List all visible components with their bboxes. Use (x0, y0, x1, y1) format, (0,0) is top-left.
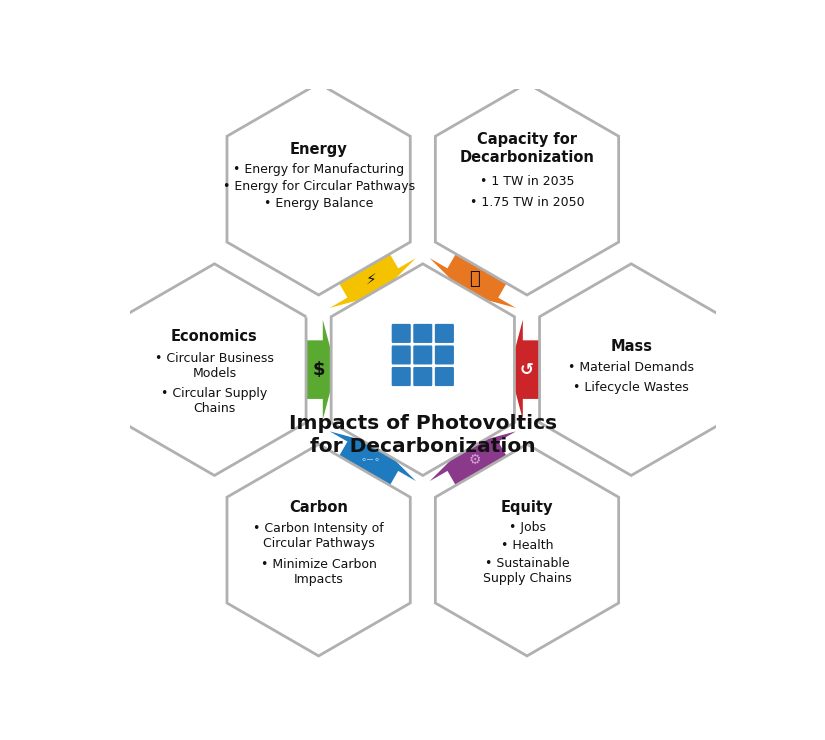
Polygon shape (436, 444, 619, 656)
Polygon shape (227, 84, 410, 295)
FancyBboxPatch shape (412, 323, 433, 344)
Text: Impacts of Photovoltics
for Decarbonization: Impacts of Photovoltics for Decarbonizat… (289, 414, 557, 456)
Text: • Health: • Health (501, 539, 554, 552)
Text: • Minimize Carbon
Impacts: • Minimize Carbon Impacts (261, 558, 376, 586)
FancyBboxPatch shape (412, 344, 433, 366)
FancyBboxPatch shape (434, 323, 455, 344)
Text: • Energy for Circular Pathways: • Energy for Circular Pathways (223, 181, 415, 193)
Text: Carbon: Carbon (290, 500, 348, 514)
FancyBboxPatch shape (391, 323, 412, 344)
Text: Energy: Energy (290, 142, 347, 157)
Text: $: $ (313, 360, 325, 379)
Text: • Material Demands: • Material Demands (568, 361, 694, 374)
Text: • 1.75 TW in 2050: • 1.75 TW in 2050 (469, 195, 584, 209)
Text: • Jobs: • Jobs (508, 521, 545, 534)
Text: Capacity for
Decarbonization: Capacity for Decarbonization (460, 132, 595, 164)
Text: Equity: Equity (501, 500, 554, 514)
FancyBboxPatch shape (412, 366, 433, 387)
Polygon shape (510, 320, 544, 420)
Text: • Sustainable
Supply Chains: • Sustainable Supply Chains (483, 556, 572, 585)
Text: • Circular Business
Models: • Circular Business Models (155, 352, 274, 380)
Text: • Circular Supply
Chains: • Circular Supply Chains (162, 387, 267, 414)
Text: ↺: ↺ (520, 360, 534, 379)
Polygon shape (430, 249, 516, 308)
Text: ⚙: ⚙ (469, 453, 481, 467)
Text: ⚡: ⚡ (365, 272, 376, 287)
Text: ⚬─⚬: ⚬─⚬ (360, 455, 382, 465)
Text: • Energy for Manufacturing: • Energy for Manufacturing (233, 163, 404, 176)
Text: • 1 TW in 2035: • 1 TW in 2035 (480, 175, 574, 187)
Polygon shape (430, 431, 516, 490)
Text: • Carbon Intensity of
Circular Pathways: • Carbon Intensity of Circular Pathways (253, 522, 384, 550)
Text: Economics: Economics (171, 329, 257, 344)
Polygon shape (330, 249, 416, 308)
Polygon shape (123, 263, 306, 475)
Polygon shape (227, 444, 410, 656)
Text: • Energy Balance: • Energy Balance (264, 198, 373, 210)
Polygon shape (330, 431, 416, 490)
Text: Mass: Mass (610, 339, 653, 354)
Polygon shape (331, 263, 515, 475)
Text: • Lifecycle Wastes: • Lifecycle Wastes (573, 381, 689, 394)
Text: ⤢: ⤢ (469, 270, 480, 289)
Polygon shape (301, 320, 336, 420)
FancyBboxPatch shape (391, 344, 412, 366)
FancyBboxPatch shape (434, 366, 455, 387)
Polygon shape (540, 263, 723, 475)
Polygon shape (436, 84, 619, 295)
FancyBboxPatch shape (391, 366, 412, 387)
FancyBboxPatch shape (434, 344, 455, 366)
